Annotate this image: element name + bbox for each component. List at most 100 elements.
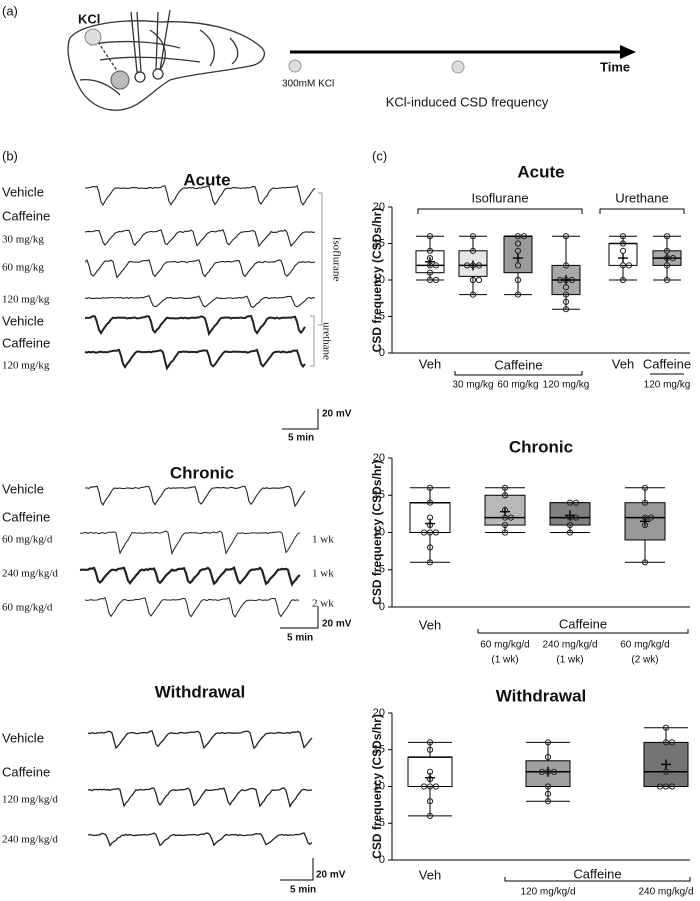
- y-axis-label: CSD frequency (CSDs/hr): [370, 714, 384, 859]
- row-label: Caffeine: [2, 509, 50, 524]
- group-bracket: [599, 208, 685, 214]
- row-label: 240 mg/kg/d: [2, 834, 58, 846]
- row-label: Caffeine: [2, 764, 50, 779]
- data-point: [426, 499, 434, 506]
- data-point: [663, 262, 671, 269]
- arrow-head: [620, 45, 636, 59]
- data-point: [663, 255, 671, 262]
- trace: [87, 787, 313, 809]
- x-tick-label: 120 mg/kg: [644, 380, 691, 391]
- row-label: 120 mg/kg/d: [2, 794, 58, 806]
- y-tick-label: 10: [373, 780, 385, 792]
- data-point: [550, 768, 558, 775]
- data-point: [544, 798, 552, 805]
- data-point: [663, 247, 671, 254]
- data-point: [566, 514, 574, 521]
- data-point: [562, 276, 570, 284]
- scale-label: 5 min: [287, 633, 313, 644]
- data-point: [562, 298, 570, 305]
- subgroup-label: Caffeine: [559, 616, 607, 631]
- scale-label: 5 min: [288, 433, 314, 444]
- data-point: [426, 521, 434, 529]
- x-tick-label: 60 mg/kg/d: [620, 640, 669, 651]
- x-tick-label: 30 mg/kg: [452, 380, 493, 391]
- trace: [84, 314, 306, 337]
- row-label: Vehicle: [2, 481, 44, 496]
- panel-label: (c): [372, 148, 387, 163]
- trace: [84, 485, 306, 508]
- trace: [87, 832, 313, 847]
- bracket: [310, 315, 315, 367]
- data-point: [426, 783, 434, 790]
- section-title: Chronic: [170, 463, 234, 482]
- scale-label: 20 mV: [322, 409, 352, 420]
- data-point: [562, 284, 570, 291]
- data-point: [501, 507, 509, 514]
- mean-marker: [425, 256, 435, 267]
- kcl-ball: [288, 59, 302, 73]
- data-point: [426, 746, 434, 753]
- trace: [84, 228, 316, 248]
- data-point: [662, 783, 670, 790]
- chart-title: Chronic: [509, 437, 573, 456]
- data-point: [469, 233, 477, 240]
- mean-marker: [661, 759, 671, 770]
- group-bracket: [417, 208, 583, 214]
- data-point: [501, 514, 509, 521]
- data-point: [514, 276, 522, 284]
- duration-label: 1 wk: [312, 568, 334, 580]
- data-point: [426, 233, 434, 240]
- data-point: [544, 739, 552, 746]
- subgroup-bracket: [454, 371, 583, 376]
- subgroup-label: Caffeine: [494, 357, 542, 372]
- panel-label: (b): [2, 148, 18, 163]
- trace: [79, 530, 301, 556]
- bracket-label: urethane: [320, 322, 332, 360]
- chart-title: Acute: [517, 162, 564, 181]
- trace: [84, 184, 316, 207]
- y-tick-label: 5: [379, 310, 385, 322]
- data-point: [426, 484, 434, 491]
- subgroup-bracket: [504, 877, 691, 882]
- x-tick-label: 240 mg/kg/d: [638, 887, 693, 898]
- y-tick-label: 15: [373, 744, 385, 756]
- chart-title: Withdrawal: [496, 686, 587, 705]
- mean-marker: [618, 253, 628, 264]
- data-point: [501, 484, 509, 491]
- data-point: [426, 739, 434, 746]
- y-tick-label: 0: [379, 854, 385, 866]
- data-point: [426, 247, 434, 254]
- data-point: [514, 247, 522, 254]
- trace: [84, 294, 316, 309]
- data-point: [514, 262, 522, 269]
- y-tick-label: 10: [373, 274, 385, 286]
- subgroup-label: Caffeine: [643, 356, 691, 371]
- data-point: [566, 521, 574, 529]
- data-point: [568, 276, 576, 284]
- data-point: [662, 724, 670, 731]
- scale-label: 5 min: [290, 885, 316, 896]
- data-point: [420, 529, 428, 536]
- y-tick-label: 20: [373, 452, 385, 464]
- panel-label: (a): [2, 3, 18, 18]
- data-point: [469, 276, 477, 284]
- subgroup-label: Caffeine: [573, 866, 621, 881]
- x-tick-label: 60 mg/kg: [497, 380, 538, 391]
- data-point: [668, 783, 676, 790]
- data-point: [426, 544, 434, 551]
- kcl-site: [110, 70, 130, 90]
- data-point: [641, 499, 649, 506]
- kcl-ball: [451, 60, 465, 74]
- mean-marker: [513, 253, 523, 264]
- data-point: [647, 514, 655, 521]
- data-point: [501, 492, 509, 499]
- x-tick-label: Veh: [612, 356, 634, 371]
- brain-drawing: [67, 9, 265, 111]
- data-point: [426, 768, 434, 775]
- data-point: [432, 276, 440, 284]
- data-point: [514, 233, 522, 240]
- data-point: [426, 276, 434, 284]
- data-point: [556, 276, 564, 284]
- y-tick-label: 15: [373, 237, 385, 249]
- y-axis-label: CSD frequency (CSDs/hr): [370, 460, 384, 605]
